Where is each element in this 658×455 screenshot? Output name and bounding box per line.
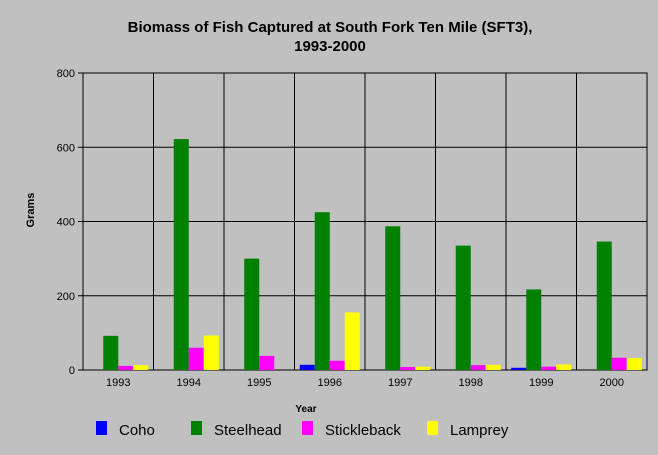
bar-coho-1996 [299, 364, 315, 370]
y-axis: 0 200 400 600 800 [57, 68, 83, 377]
legend-swatch-stickleback [302, 421, 313, 435]
legend-label-coho: Coho [119, 422, 155, 439]
bar-steelhead-1996 [314, 212, 330, 370]
y-tick-label: 600 [57, 142, 75, 154]
bar-lamprey-1994 [203, 335, 219, 370]
bar-stickleback-1996 [329, 360, 345, 370]
x-axis-label: Year [295, 404, 316, 415]
bar-stickleback-1993 [118, 365, 134, 370]
bar-stickleback-1995 [259, 355, 275, 370]
bar-lamprey-1996 [344, 312, 360, 370]
legend-swatch-steelhead [191, 421, 202, 435]
x-tick-label: 1996 [318, 377, 342, 389]
bar-steelhead-1994 [173, 139, 189, 370]
y-tick-label: 400 [57, 217, 75, 229]
bars [103, 139, 642, 370]
chart-title: Biomass of Fish Captured at South Fork T… [128, 19, 533, 36]
y-tick-label: 200 [57, 291, 75, 303]
bar-stickleback-1999 [541, 366, 557, 370]
legend-label-steelhead: Steelhead [214, 422, 282, 439]
bar-lamprey-1999 [556, 364, 572, 370]
x-tick-label: 1994 [177, 377, 201, 389]
x-tick-label: 1998 [459, 377, 483, 389]
bar-lamprey-2000 [626, 358, 642, 370]
bar-steelhead-2000 [596, 241, 612, 370]
bar-stickleback-1997 [400, 367, 416, 370]
legend-swatch-coho [96, 421, 107, 435]
y-axis-label: Grams [25, 193, 37, 228]
x-tick-label: 1997 [388, 377, 412, 389]
bar-stickleback-2000 [611, 357, 627, 370]
x-tick-label: 1995 [247, 377, 271, 389]
y-tick-label: 800 [57, 68, 75, 80]
x-tick-label: 2000 [600, 377, 624, 389]
legend: Coho Steelhead Stickleback Lamprey [96, 421, 509, 439]
bar-steelhead-1999 [526, 289, 542, 370]
legend-label-lamprey: Lamprey [450, 422, 509, 439]
bar-lamprey-1993 [133, 365, 149, 370]
legend-label-stickleback: Stickleback [325, 422, 401, 439]
bar-steelhead-1997 [385, 226, 401, 370]
bar-coho-1999 [511, 367, 527, 370]
bar-stickleback-1998 [470, 365, 486, 370]
bar-steelhead-1995 [244, 258, 260, 370]
bar-stickleback-1994 [188, 347, 204, 370]
legend-swatch-lamprey [427, 421, 438, 435]
x-tick-label: 1999 [529, 377, 553, 389]
bar-lamprey-1998 [485, 364, 501, 370]
x-axis: 1993 1994 1995 1996 1997 1998 1999 2000 [106, 377, 624, 389]
bar-lamprey-1997 [415, 366, 431, 370]
y-tick-label: 0 [69, 365, 75, 377]
x-tick-label: 1993 [106, 377, 130, 389]
bar-steelhead-1998 [455, 245, 471, 370]
chart-subtitle: 1993-2000 [294, 38, 366, 55]
bar-steelhead-1993 [103, 335, 119, 370]
